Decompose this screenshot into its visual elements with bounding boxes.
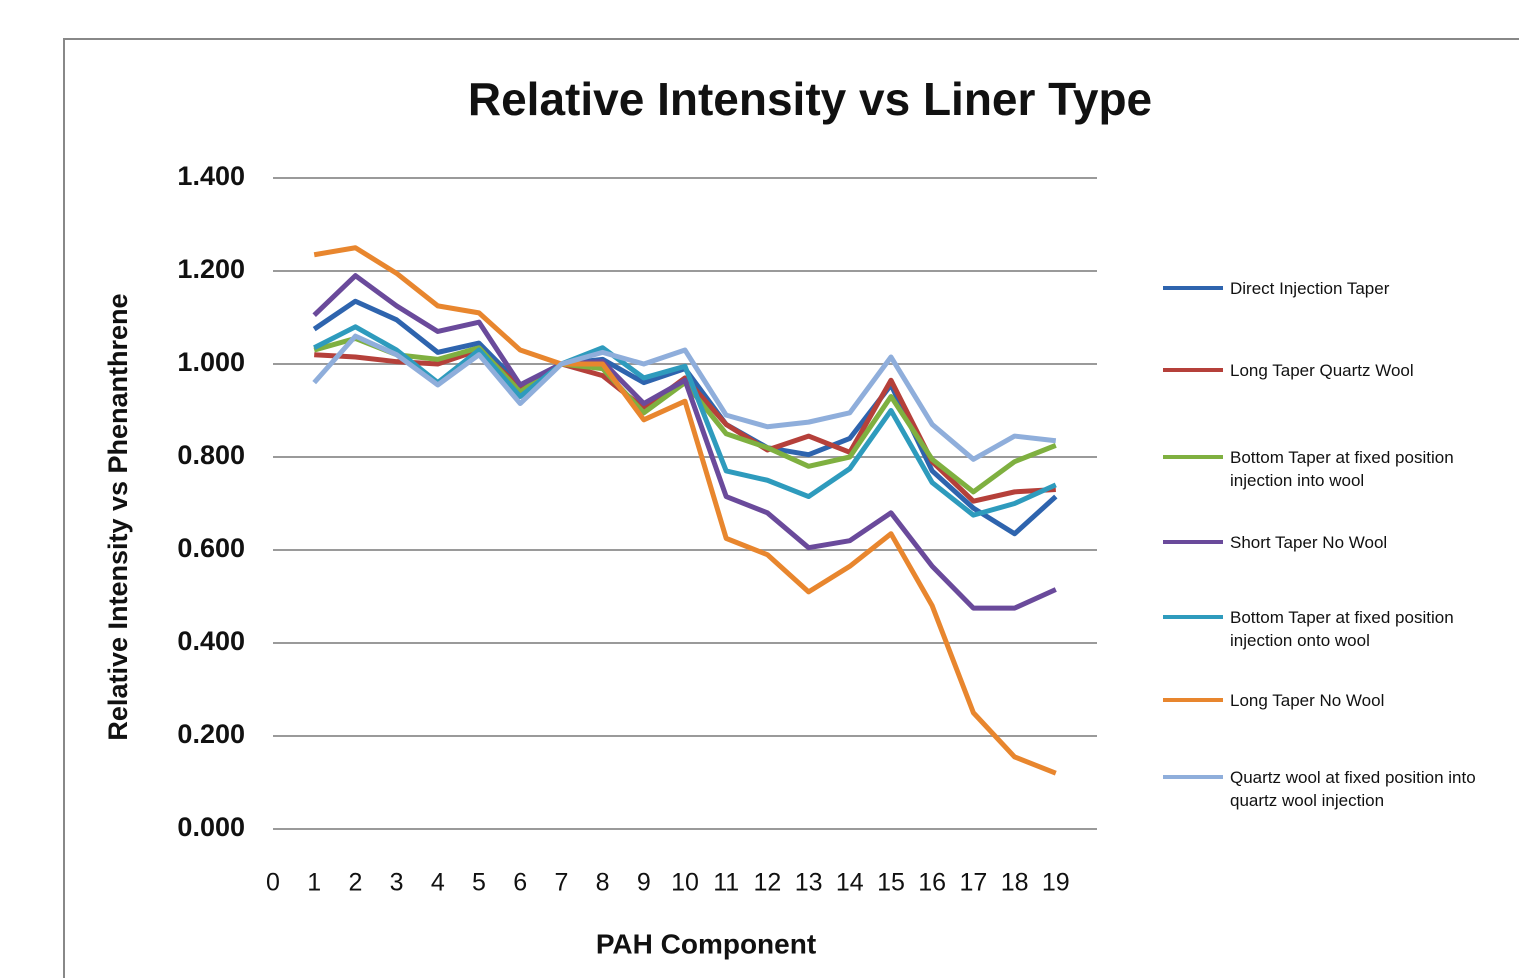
- x-tick-label: 17: [959, 869, 987, 897]
- x-tick-label: 5: [472, 869, 486, 897]
- y-tick-label: 0.600: [177, 533, 245, 563]
- series-line: [312, 298, 1058, 537]
- x-tick-label: 16: [918, 869, 946, 897]
- chart-frame: [63, 38, 1519, 978]
- x-tick-label: 2: [348, 869, 362, 897]
- x-tick-label: 3: [390, 869, 404, 897]
- legend-label: Long Taper No Wool: [1230, 690, 1385, 710]
- x-axis-title: PAH Component: [596, 928, 816, 959]
- x-tick-label: 18: [1001, 869, 1029, 897]
- legend-label: Long Taper Quartz Wool: [1230, 360, 1414, 380]
- y-tick-label: 0.000: [177, 812, 245, 842]
- series-line: [313, 324, 1057, 518]
- x-tick-label: 7: [554, 869, 568, 897]
- x-tick-label: 12: [753, 869, 781, 897]
- y-tick-label: 1.000: [177, 347, 245, 377]
- x-tick-label: 8: [596, 869, 610, 897]
- x-tick-label: 0: [266, 869, 280, 897]
- x-tick-label: 6: [513, 869, 527, 897]
- x-tick-label: 1: [307, 869, 321, 897]
- x-tick-label: 9: [637, 869, 651, 897]
- legend-label: Bottom Taper at fixed position injection…: [1230, 447, 1454, 490]
- series-line: [312, 273, 1057, 611]
- x-tick-label: 10: [671, 869, 699, 897]
- x-tick-label: 14: [836, 869, 864, 897]
- y-axis-title: Relative Intensity vs Phenanthrene: [103, 293, 133, 740]
- series-line: [313, 245, 1057, 776]
- chart-title: Relative Intensity vs Liner Type: [468, 73, 1152, 125]
- x-tick-label: 19: [1042, 869, 1070, 897]
- legend-label: Direct Injection Taper: [1230, 278, 1390, 298]
- y-tick-label: 0.200: [177, 719, 245, 749]
- y-tick-label: 0.800: [177, 440, 245, 470]
- x-tick-label: 15: [877, 869, 905, 897]
- x-tick-label: 4: [431, 869, 445, 897]
- legend-label: Bottom Taper at fixed position injection…: [1230, 607, 1454, 650]
- legend-label: Quartz wool at fixed position into quart…: [1230, 767, 1476, 810]
- y-tick-label: 1.400: [177, 161, 245, 191]
- x-tick-label: 11: [713, 869, 739, 897]
- series-line: [312, 333, 1057, 462]
- y-tick-label: 1.200: [177, 254, 245, 284]
- y-tick-label: 0.400: [177, 626, 245, 656]
- x-tick-label: 13: [795, 869, 823, 897]
- legend-label: Short Taper No Wool: [1230, 532, 1388, 552]
